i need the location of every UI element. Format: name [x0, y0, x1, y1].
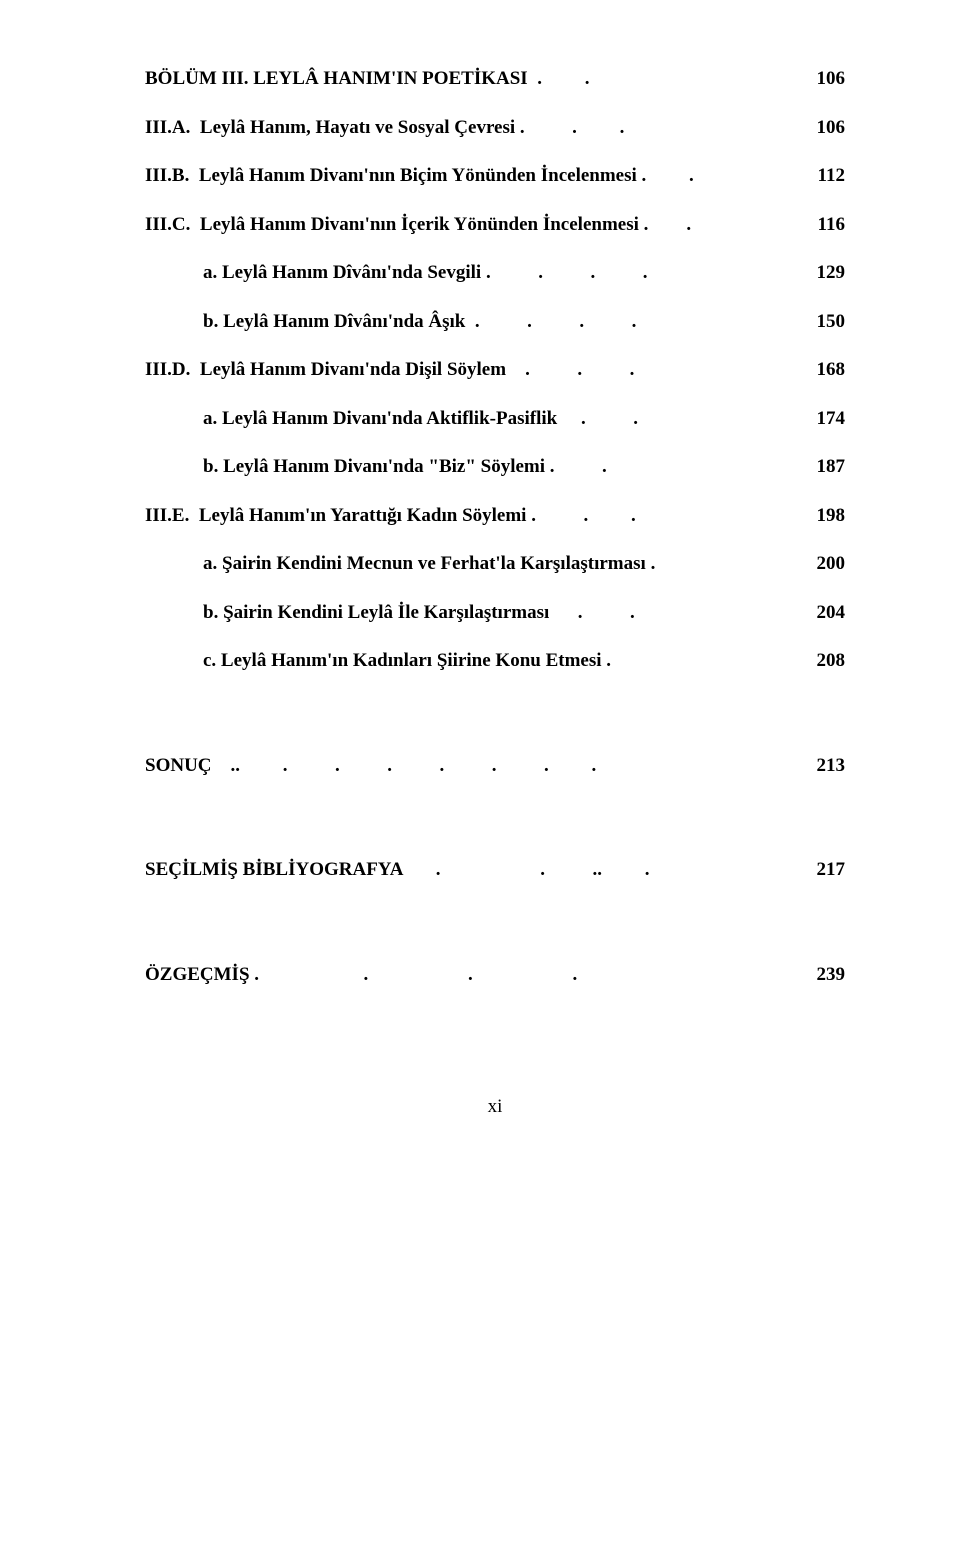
toc-entry-label: b. Şairin Kendini Leylâ İle Karşılaştırm…	[203, 602, 578, 624]
toc-entry: b. Leylâ Hanım Dîvânı'nda Âşık . . . . 1…	[145, 311, 845, 333]
toc-entry: III.C. Leylâ Hanım Divanı'nın İçerik Yön…	[145, 214, 845, 236]
toc-entry-page: 204	[797, 602, 845, 624]
toc-entry-page: 213	[797, 755, 845, 777]
toc-entry-label: BÖLÜM III. LEYLÂ HANIM'IN POETİKASI	[145, 68, 528, 90]
toc-entry-label: c. Leylâ Hanım'ın Kadınları Şiirine Konu…	[203, 650, 606, 672]
toc-entry-dots: . .	[637, 165, 797, 187]
toc-entry-dots: .. . . . . . . .	[231, 755, 797, 777]
toc-entry-label: b. Leylâ Hanım Divanı'nda "Biz" Söylemi	[203, 456, 550, 478]
toc-entry: III.B. Leylâ Hanım Divanı'nın Biçim Yönü…	[145, 165, 845, 187]
toc-entry-label: a. Leylâ Hanım Divanı'nda Aktiflik-Pasif…	[203, 408, 581, 430]
toc-entry-label: III.D. Leylâ Hanım Divanı'nda Dişil Söyl…	[145, 359, 525, 381]
toc-entry-dots: . . .. .	[436, 859, 797, 881]
toc-entry-label: SONUÇ	[145, 755, 231, 777]
toc-entry-dots: . .	[581, 408, 797, 430]
toc-entry-page: 116	[797, 214, 845, 236]
toc-gap	[145, 699, 845, 755]
toc-entry-dots: . .	[578, 602, 797, 624]
toc-entry: a. Şairin Kendini Mecnun ve Ferhat'la Ka…	[145, 553, 845, 575]
toc-entry-page: 106	[797, 68, 845, 90]
toc-entry-dots: . . .	[520, 117, 797, 139]
toc-entry-page: 198	[797, 505, 845, 527]
toc-entry: a. Leylâ Hanım Divanı'nda Aktiflik-Pasif…	[145, 408, 845, 430]
toc-entry-label: SEÇİLMİŞ BİBLİYOGRAFYA	[145, 859, 436, 881]
toc-entry: b. Leylâ Hanım Divanı'nda "Biz" Söylemi …	[145, 456, 845, 478]
toc-entry-page: 150	[797, 311, 845, 333]
toc-entry-dots: . .	[639, 214, 797, 236]
toc-entry: BÖLÜM III. LEYLÂ HANIM'IN POETİKASI . . …	[145, 68, 845, 90]
toc-entry-label: b. Leylâ Hanım Dîvânı'nda Âşık	[203, 311, 475, 333]
toc-entry-page: 129	[797, 262, 845, 284]
toc-entry-label: a. Şairin Kendini Mecnun ve Ferhat'la Ka…	[203, 553, 651, 575]
toc-entry-label: ÖZGEÇMİŞ	[145, 964, 254, 986]
toc-entry: b. Şairin Kendini Leylâ İle Karşılaştırm…	[145, 602, 845, 624]
toc-entry: III.A. Leylâ Hanım, Hayatı ve Sosyal Çev…	[145, 117, 845, 139]
toc-entry-page: 174	[797, 408, 845, 430]
toc-entry-label: III.C. Leylâ Hanım Divanı'nın İçerik Yön…	[145, 214, 639, 236]
toc-entry-page: 187	[797, 456, 845, 478]
toc-entry-dots: . . .	[526, 505, 797, 527]
toc-entry-dots: . . .	[525, 359, 797, 381]
toc-entry-page: 200	[797, 553, 845, 575]
toc-gap	[145, 803, 845, 859]
toc-entry: SONUÇ .. . . . . . . . 213	[145, 755, 845, 777]
toc-entry: III.E. Leylâ Hanım'ın Yarattığı Kadın Sö…	[145, 505, 845, 527]
toc-entry-page: 106	[797, 117, 845, 139]
toc-entry-label: III.E. Leylâ Hanım'ın Yarattığı Kadın Sö…	[145, 505, 526, 527]
table-of-contents: BÖLÜM III. LEYLÂ HANIM'IN POETİKASI . . …	[145, 68, 845, 986]
toc-entry-page: 239	[797, 964, 845, 986]
toc-entry: SEÇİLMİŞ BİBLİYOGRAFYA . . .. . 217	[145, 859, 845, 881]
toc-entry-label: III.A. Leylâ Hanım, Hayatı ve Sosyal Çev…	[145, 117, 520, 139]
toc-entry-dots: . . . .	[486, 262, 797, 284]
toc-entry-dots: .	[651, 553, 797, 575]
page-footer: xi	[145, 1096, 845, 1118]
toc-entry-page: 168	[797, 359, 845, 381]
toc-entry-dots: . . . .	[254, 964, 797, 986]
toc-entry: ÖZGEÇMİŞ . . . . 239	[145, 964, 845, 986]
toc-entry-label: III.B. Leylâ Hanım Divanı'nın Biçim Yönü…	[145, 165, 637, 187]
toc-entry-dots: . .	[550, 456, 797, 478]
toc-gap	[145, 908, 845, 964]
toc-entry-page: 208	[797, 650, 845, 672]
toc-entry: a. Leylâ Hanım Dîvânı'nda Sevgili . . . …	[145, 262, 845, 284]
toc-entry: c. Leylâ Hanım'ın Kadınları Şiirine Konu…	[145, 650, 845, 672]
toc-entry-dots: .	[606, 650, 797, 672]
toc-entry-dots: . . . .	[475, 311, 797, 333]
toc-entry: III.D. Leylâ Hanım Divanı'nda Dişil Söyl…	[145, 359, 845, 381]
toc-entry-dots: . .	[528, 68, 797, 90]
toc-entry-label: a. Leylâ Hanım Dîvânı'nda Sevgili	[203, 262, 486, 284]
toc-entry-page: 217	[797, 859, 845, 881]
toc-entry-page: 112	[797, 165, 845, 187]
